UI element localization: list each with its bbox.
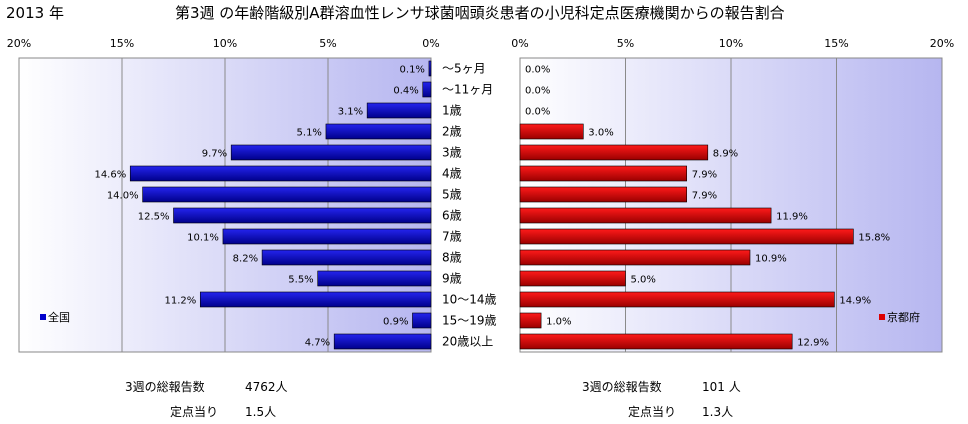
bar-national bbox=[317, 270, 432, 287]
right-per-label: 定点当り bbox=[628, 405, 677, 419]
right-per-value: 1.3人 bbox=[702, 405, 734, 419]
category-label: 1歳 bbox=[442, 104, 462, 118]
value-label-kyoto: 12.9% bbox=[797, 338, 829, 349]
bar-kyoto bbox=[519, 165, 687, 182]
left-per-value: 1.5人 bbox=[245, 405, 277, 419]
bar-kyoto bbox=[519, 123, 584, 140]
left-tick-label: 20% bbox=[7, 37, 31, 50]
value-label-national: 4.7% bbox=[305, 338, 330, 349]
bar-national bbox=[333, 333, 432, 350]
category-label: ～5ヶ月 bbox=[442, 62, 486, 76]
bar-kyoto bbox=[519, 186, 687, 203]
left-tick-label: 15% bbox=[110, 37, 134, 50]
bar-kyoto bbox=[519, 228, 854, 245]
bar-kyoto bbox=[519, 249, 751, 266]
value-label-kyoto: 0.0% bbox=[525, 65, 550, 76]
value-label-national: 8.2% bbox=[233, 254, 258, 265]
bar-national bbox=[261, 249, 432, 266]
bar-kyoto bbox=[519, 312, 542, 329]
value-label-national: 5.5% bbox=[288, 275, 313, 286]
legend-swatch-kyoto bbox=[879, 314, 885, 320]
value-label-national: 11.2% bbox=[164, 296, 196, 307]
bar-national bbox=[325, 123, 432, 140]
value-label-kyoto: 14.9% bbox=[839, 296, 871, 307]
value-label-kyoto: 7.9% bbox=[692, 191, 717, 202]
age-distribution-charts: 20% 0% 15% 5% 10% 10% 5% 15% 0% 20% 0.1% 0.0% 0.4% 0… bbox=[7, 37, 954, 353]
category-label: 3歳 bbox=[442, 146, 462, 160]
value-label-national: 14.6% bbox=[94, 170, 126, 181]
bar-kyoto bbox=[519, 144, 709, 161]
value-label-kyoto: 1.0% bbox=[546, 317, 571, 328]
value-label-national: 5.1% bbox=[297, 128, 322, 139]
bar-national bbox=[366, 102, 432, 119]
chart-title: 第3週 の年齢階級別A群溶血性レンサ球菌咽頭炎患者の小児科定点医療機関からの報告… bbox=[175, 4, 785, 22]
right-total-label: 3週の総報告数 bbox=[582, 380, 662, 394]
year-label: 2013 年 bbox=[6, 4, 64, 22]
bar-kyoto bbox=[519, 333, 793, 350]
category-label: 15～19歳 bbox=[442, 314, 497, 328]
right-total-value: 101 人 bbox=[702, 380, 741, 394]
legend-swatch-national bbox=[40, 314, 46, 320]
value-label-national: 9.7% bbox=[202, 149, 227, 160]
value-label-kyoto: 10.9% bbox=[755, 254, 787, 265]
value-label-kyoto: 0.0% bbox=[525, 107, 550, 118]
bar-national bbox=[412, 312, 432, 329]
legend-label-kyoto: 京都府 bbox=[887, 310, 920, 324]
bar-kyoto bbox=[519, 291, 835, 308]
left-tick-label: 5% bbox=[319, 37, 336, 50]
category-label: 7歳 bbox=[442, 230, 462, 244]
value-label-kyoto: 3.0% bbox=[588, 128, 613, 139]
bar-national bbox=[129, 165, 432, 182]
value-label-kyoto: 0.0% bbox=[525, 86, 550, 97]
left-total-label: 3週の総報告数 bbox=[125, 380, 205, 394]
left-tick-label: 10% bbox=[213, 37, 237, 50]
bar-national bbox=[230, 144, 432, 161]
bar-national bbox=[173, 207, 432, 224]
value-label-kyoto: 7.9% bbox=[692, 170, 717, 181]
value-label-kyoto: 11.9% bbox=[776, 212, 808, 223]
right-tick-label: 0% bbox=[511, 37, 528, 50]
bar-kyoto bbox=[519, 207, 772, 224]
left-total-value: 4762人 bbox=[245, 380, 288, 394]
bar-national bbox=[222, 228, 432, 245]
category-label: 2歳 bbox=[442, 125, 462, 139]
category-label: 6歳 bbox=[442, 209, 462, 223]
value-label-kyoto: 5.0% bbox=[631, 275, 656, 286]
value-label-national: 0.4% bbox=[393, 86, 418, 97]
bar-national bbox=[428, 60, 432, 77]
bar-national bbox=[199, 291, 432, 308]
left-tick-label: 0% bbox=[422, 37, 439, 50]
value-label-national: 10.1% bbox=[187, 233, 219, 244]
category-label: ～11ヶ月 bbox=[442, 83, 493, 97]
value-label-kyoto: 15.8% bbox=[858, 233, 890, 244]
bar-national bbox=[142, 186, 432, 203]
value-label-national: 12.5% bbox=[138, 212, 170, 223]
value-label-national: 0.9% bbox=[383, 317, 408, 328]
category-label: 10～14歳 bbox=[442, 293, 497, 307]
value-label-national: 3.1% bbox=[338, 107, 363, 118]
bar-national bbox=[422, 81, 432, 98]
category-label: 5歳 bbox=[442, 188, 462, 202]
bar-kyoto bbox=[519, 270, 626, 287]
value-label-national: 0.1% bbox=[400, 65, 425, 76]
right-tick-label: 20% bbox=[930, 37, 954, 50]
category-label: 20歳以上 bbox=[442, 335, 493, 349]
left-per-label: 定点当り bbox=[170, 405, 219, 419]
category-label: 9歳 bbox=[442, 272, 462, 286]
legend-label-national: 全国 bbox=[48, 310, 70, 324]
right-tick-label: 10% bbox=[719, 37, 743, 50]
value-label-national: 14.0% bbox=[107, 191, 139, 202]
category-label: 4歳 bbox=[442, 167, 462, 181]
category-label: 8歳 bbox=[442, 251, 462, 265]
value-label-kyoto: 8.9% bbox=[713, 149, 738, 160]
right-tick-label: 15% bbox=[824, 37, 848, 50]
right-tick-label: 5% bbox=[617, 37, 634, 50]
